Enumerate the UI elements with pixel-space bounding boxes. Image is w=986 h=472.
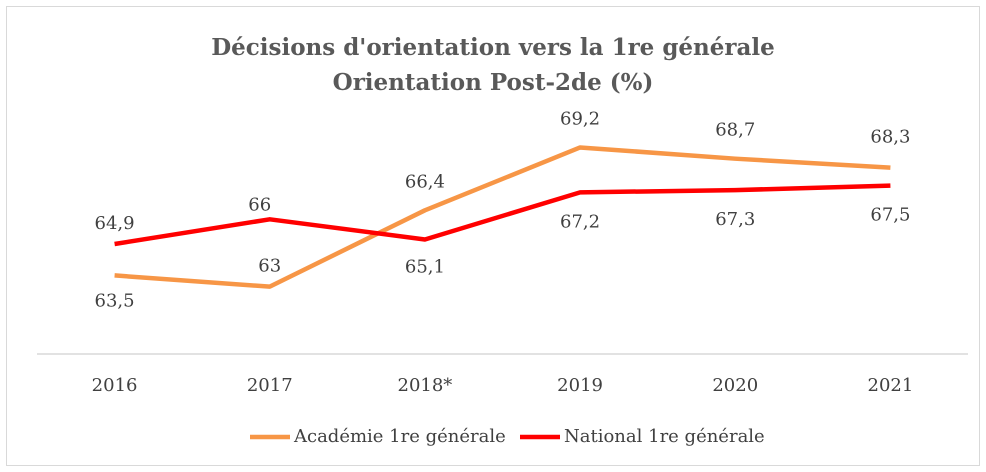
legend-label: Académie 1re générale bbox=[293, 426, 506, 447]
data-label: 63,5 bbox=[95, 290, 135, 311]
chart-title: Décisions d'orientation vers la 1re géné… bbox=[211, 34, 775, 61]
data-label: 68,7 bbox=[715, 120, 755, 141]
x-tick-label: 2018* bbox=[398, 375, 453, 396]
data-label: 66,4 bbox=[405, 171, 445, 192]
x-tick-label: 2017 bbox=[247, 375, 293, 396]
data-label: 65,1 bbox=[405, 257, 445, 278]
x-tick-label: 2019 bbox=[557, 375, 603, 396]
legend-label: National 1re générale bbox=[564, 426, 765, 447]
line-series bbox=[114, 145, 891, 289]
x-tick-label: 2016 bbox=[92, 375, 138, 396]
data-label: 67,3 bbox=[715, 209, 755, 230]
x-tick-label: 2021 bbox=[868, 375, 914, 396]
data-label: 64,9 bbox=[95, 213, 135, 234]
data-label: 66 bbox=[248, 194, 271, 215]
chart-subtitle: Orientation Post-2de (%) bbox=[333, 69, 654, 96]
x-tick-label: 2020 bbox=[712, 375, 758, 396]
data-label: 68,3 bbox=[870, 127, 910, 148]
data-label: 67,5 bbox=[870, 205, 910, 226]
data-label: 63 bbox=[258, 256, 281, 277]
data-label: 69,2 bbox=[560, 108, 600, 129]
line-series bbox=[114, 183, 891, 247]
data-label: 67,2 bbox=[560, 211, 600, 232]
